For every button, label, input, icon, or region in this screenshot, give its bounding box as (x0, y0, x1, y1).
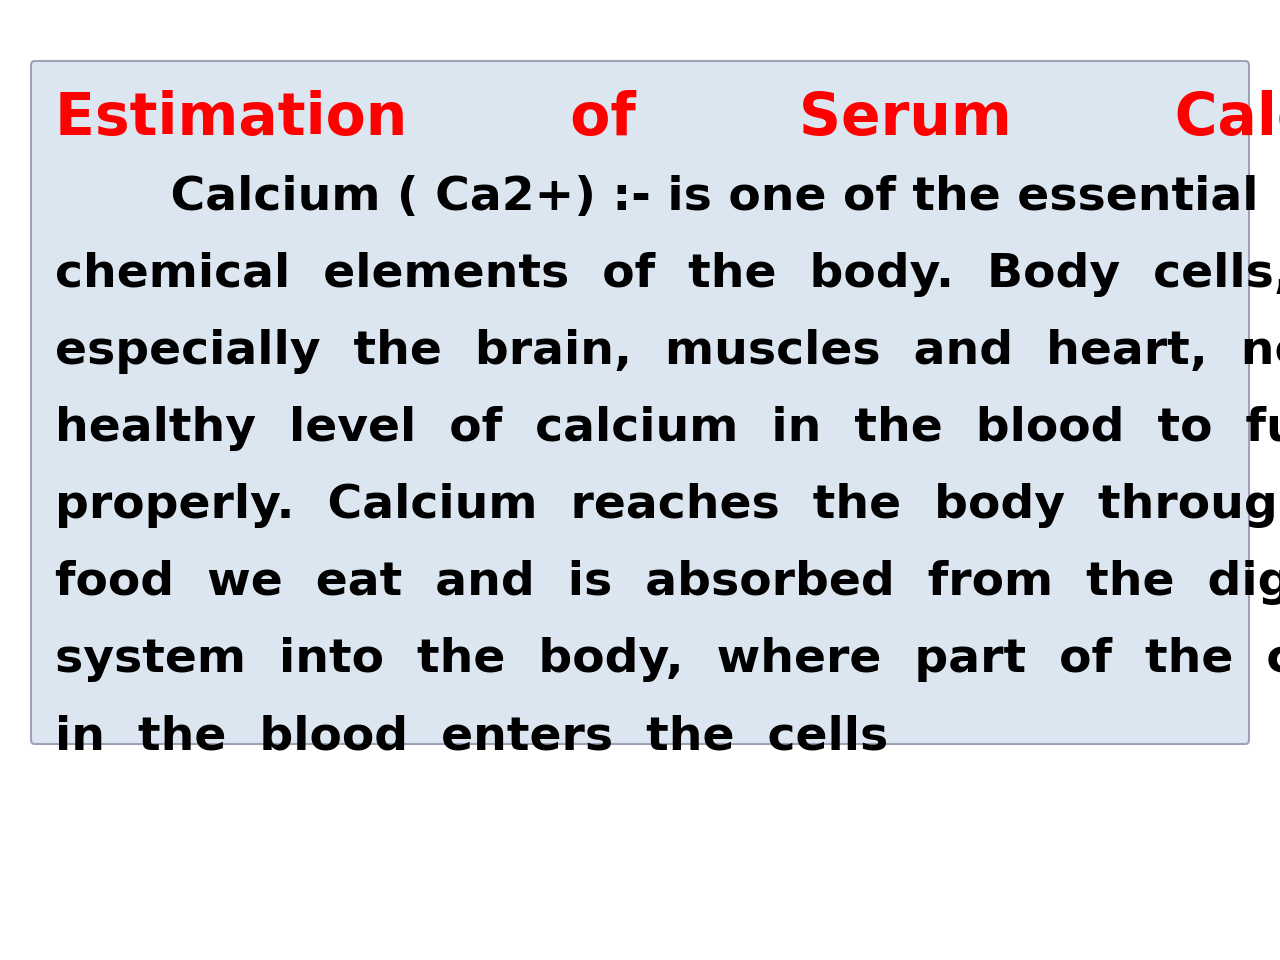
Text: in  the  blood  enters  the  cells: in the blood enters the cells (55, 714, 888, 759)
Text: system  into  the  body,  where  part  of  the  calcium: system into the body, where part of the … (55, 637, 1280, 682)
Text: Calcium ( Ca2+) :- is one of the essential: Calcium ( Ca2+) :- is one of the essenti… (55, 175, 1258, 220)
Text: chemical  elements  of  the  body.  Body  cells,: chemical elements of the body. Body cell… (55, 252, 1280, 297)
Text: food  we  eat  and  is  absorbed  from  the  digestive: food we eat and is absorbed from the dig… (55, 560, 1280, 605)
Text: especially  the  brain,  muscles  and  heart,  need  a: especially the brain, muscles and heart,… (55, 329, 1280, 374)
Text: properly.  Calcium  reaches  the  body  through  the: properly. Calcium reaches the body throu… (55, 483, 1280, 528)
Text: healthy  level  of  calcium  in  the  blood  to  function: healthy level of calcium in the blood to… (55, 406, 1280, 451)
Text: Estimation        of        Serum        Calcium: Estimation of Serum Calcium (55, 90, 1280, 147)
FancyBboxPatch shape (31, 61, 1249, 744)
